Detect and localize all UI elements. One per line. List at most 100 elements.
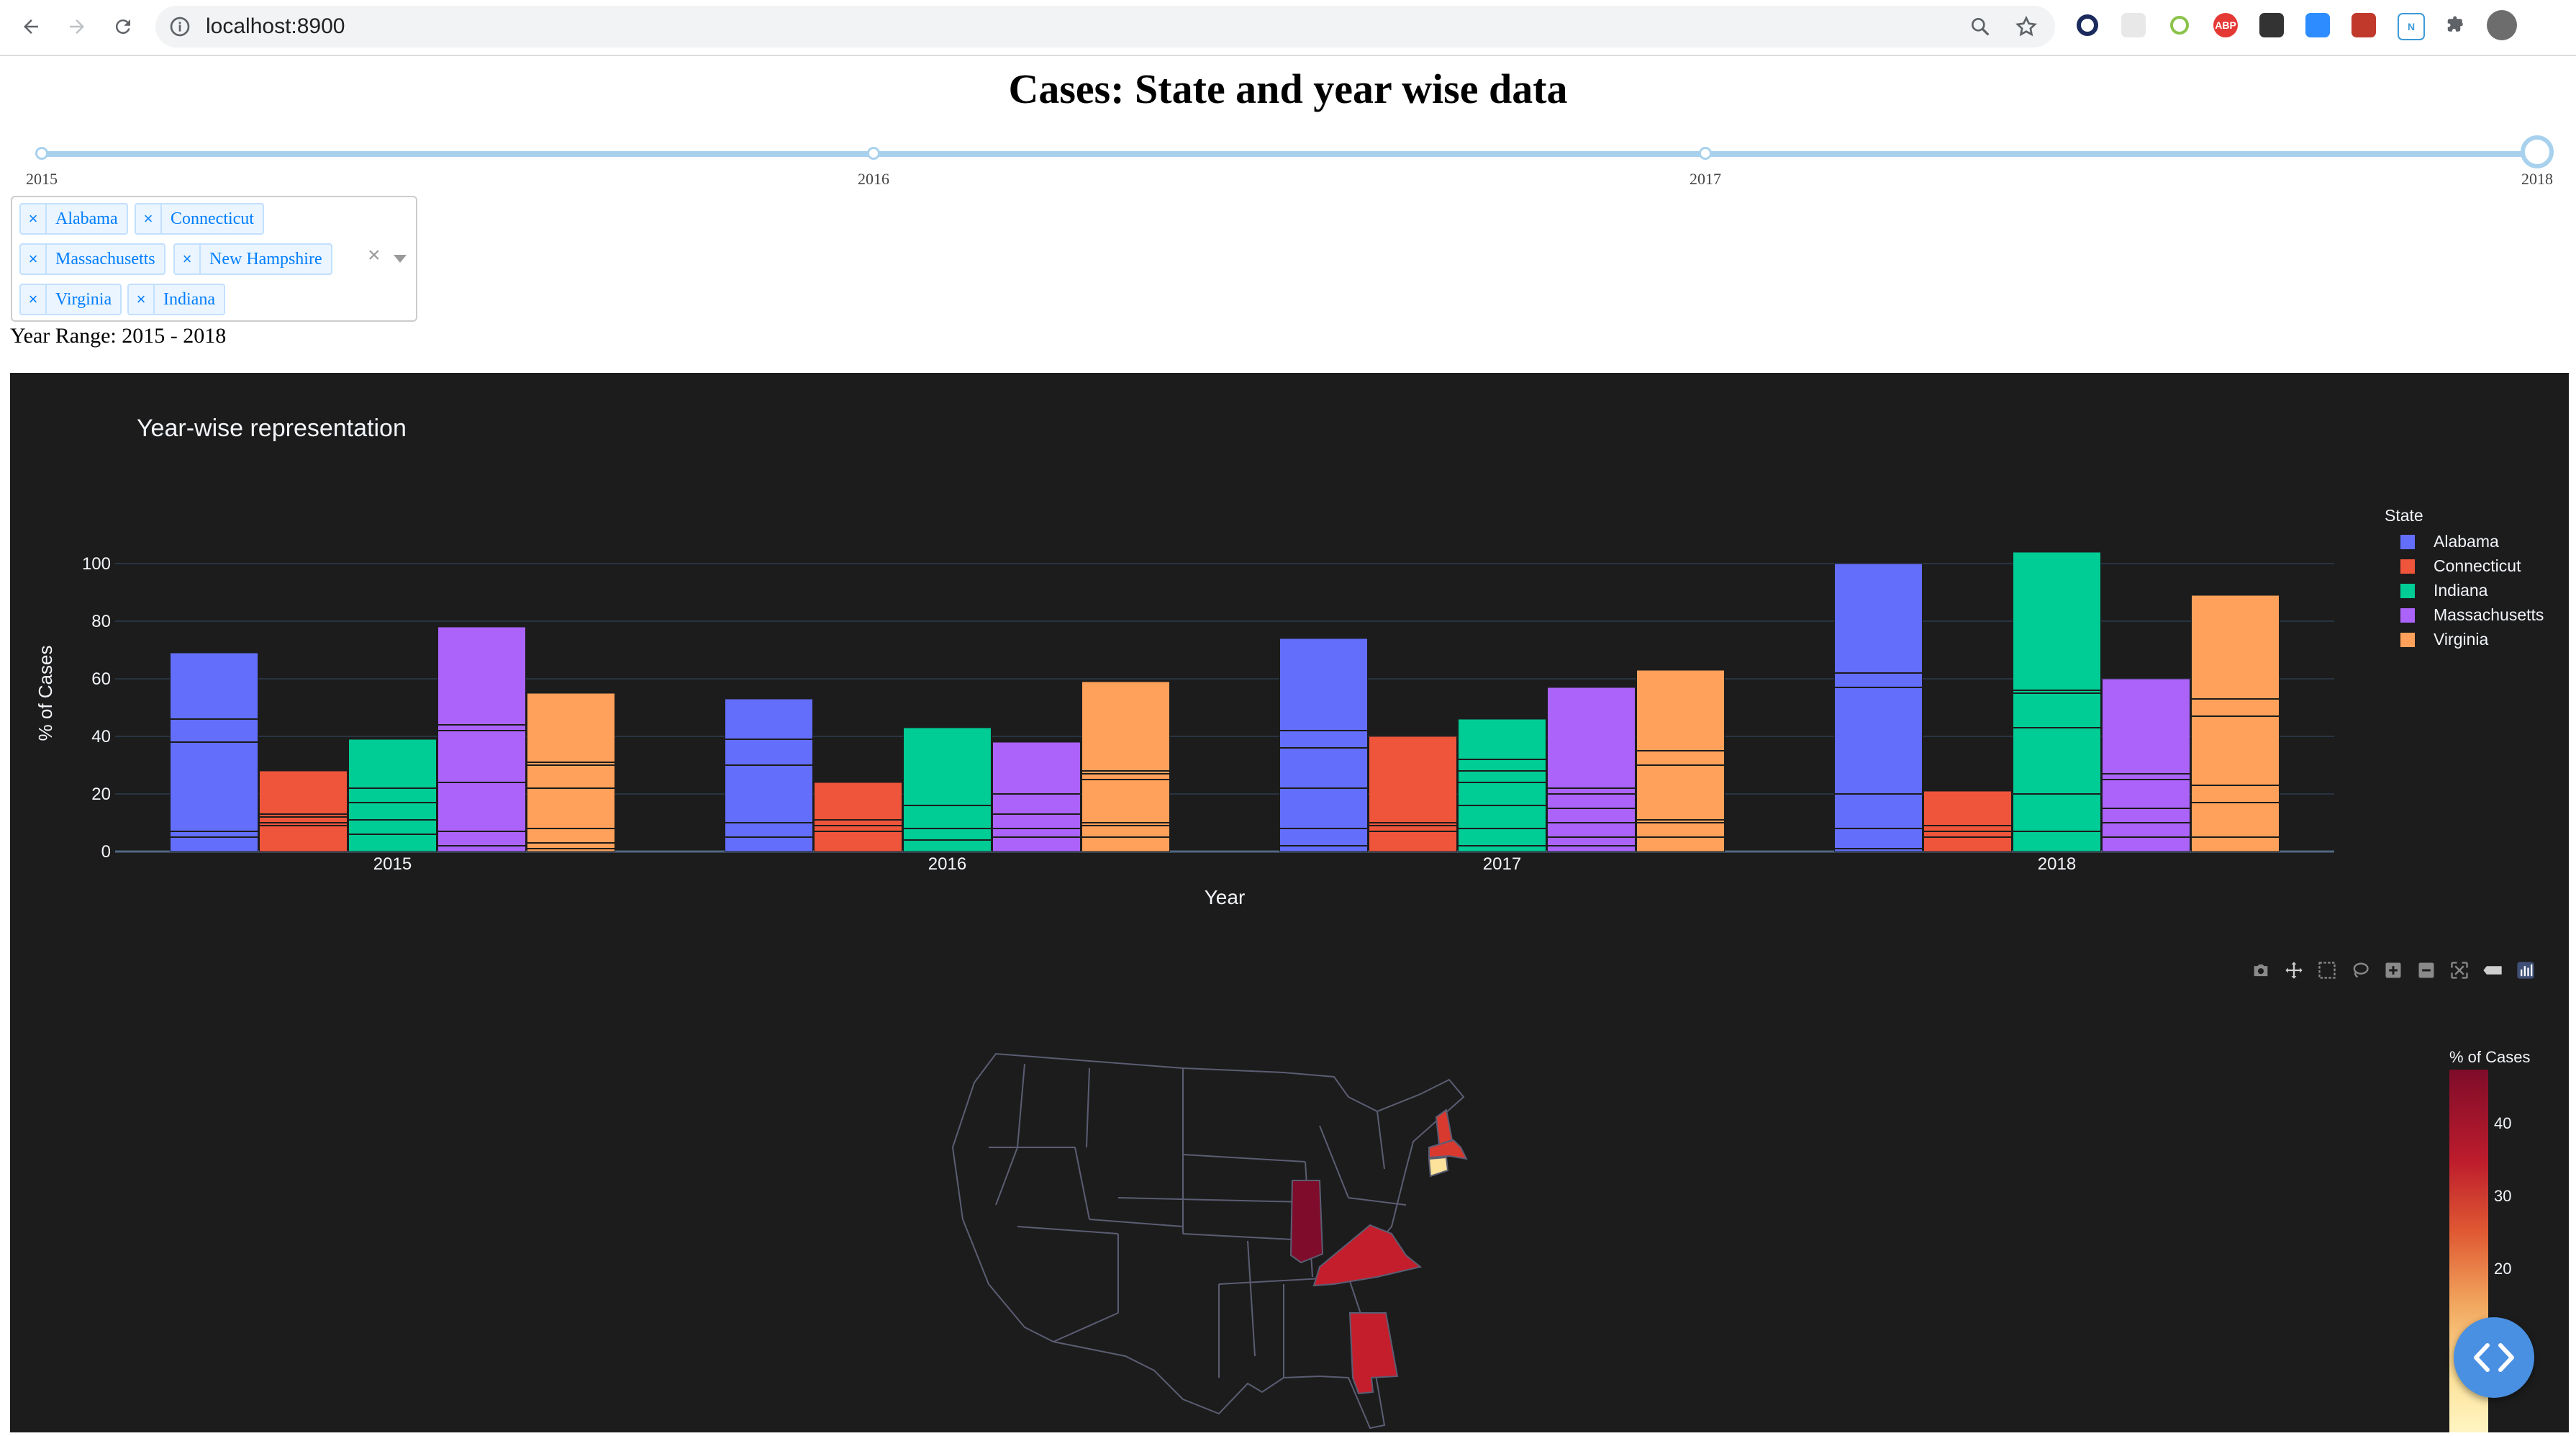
colorbar-tick: 20 xyxy=(2494,1260,2512,1278)
code-toggle-button[interactable] xyxy=(2454,1317,2534,1398)
note-icon[interactable] xyxy=(2121,13,2146,37)
y-axis-label: % of Cases xyxy=(35,646,56,741)
massachusetts-shape xyxy=(1428,1139,1468,1160)
x-tick-label: 2017 xyxy=(1483,854,1521,874)
bar xyxy=(259,770,348,852)
forward-arrow-icon[interactable] xyxy=(60,10,94,43)
camera-icon[interactable] xyxy=(2248,957,2274,983)
legend-swatch xyxy=(2400,584,2415,598)
state-tag: × New Hampshire xyxy=(173,243,332,275)
zoom-icon[interactable] xyxy=(2305,13,2330,37)
year-range-text: Year Range: 2015 - 2018 xyxy=(10,324,227,348)
x-tick-label: 2015 xyxy=(373,854,412,874)
bar xyxy=(2191,595,2280,852)
slider-mark: 2018 xyxy=(2521,170,2553,188)
remove-tag-icon[interactable]: × xyxy=(21,204,47,233)
legend-swatch xyxy=(2400,559,2415,574)
state-tag-label: Alabama xyxy=(55,209,118,228)
circle-extension-icon[interactable] xyxy=(2167,13,2192,37)
state-tag-label: Indiana xyxy=(163,289,215,309)
plot-modebar xyxy=(2248,957,2539,986)
slider-dot[interactable] xyxy=(1699,147,1712,160)
slider-rail[interactable] xyxy=(42,151,2539,157)
state-tag: × Alabama xyxy=(19,203,128,235)
slider-dot[interactable] xyxy=(867,147,880,160)
year-slider[interactable] xyxy=(35,135,2554,168)
pan-icon[interactable] xyxy=(2281,957,2307,983)
back-arrow-icon[interactable] xyxy=(14,10,47,43)
y-tick-label: 80 xyxy=(91,612,111,631)
state-tag-label: Massachusetts xyxy=(55,249,155,268)
reload-icon[interactable] xyxy=(106,10,140,43)
remove-tag-icon[interactable]: × xyxy=(21,245,47,274)
bar xyxy=(1458,718,1546,852)
remove-tag-icon[interactable]: × xyxy=(21,285,47,314)
slider-mark: 2016 xyxy=(858,170,889,188)
bar xyxy=(437,626,526,852)
state-multiselect[interactable]: × Alabama × Connecticut × Massachusetts × Ne… xyxy=(11,196,417,322)
page-title: Cases: State and year wise data xyxy=(1008,66,1568,112)
y-tick-label: 60 xyxy=(91,669,111,689)
y-tick-label: 40 xyxy=(91,727,111,746)
slider-mark: 2017 xyxy=(1690,170,1721,188)
virginia-shape xyxy=(1312,1224,1423,1287)
box-select-icon[interactable] xyxy=(2314,957,2340,983)
legend-swatch xyxy=(2400,535,2415,549)
dropdown-caret-icon[interactable] xyxy=(394,255,407,263)
graphs-panel: Year-wise representation 0 20 40 60 80 100 % of… xyxy=(10,373,2569,1432)
legend-item: Indiana xyxy=(2434,581,2488,600)
remove-tag-icon[interactable]: × xyxy=(175,245,201,274)
clear-all-icon[interactable]: × xyxy=(368,243,381,267)
bar-chart: Year-wise representation 0 20 40 60 80 100 % of… xyxy=(35,415,2544,908)
colorbar-tick: 40 xyxy=(2494,1114,2512,1132)
abp-icon[interactable]: ABP xyxy=(2213,13,2238,37)
zoom-in-icon[interactable] xyxy=(2380,957,2406,983)
notion-icon[interactable]: N xyxy=(2398,13,2425,40)
indiana-shape xyxy=(1289,1180,1324,1264)
info-icon[interactable] xyxy=(168,15,191,42)
state-tag-label: New Hampshire xyxy=(209,249,322,268)
remove-tag-icon[interactable]: × xyxy=(136,204,162,233)
legend-item: Connecticut xyxy=(2434,556,2521,575)
remove-tag-icon[interactable]: × xyxy=(129,285,155,314)
plotly-logo-icon[interactable] xyxy=(2513,957,2539,983)
bar xyxy=(1636,669,1725,852)
bar xyxy=(1547,687,1636,852)
legend-item: Virginia xyxy=(2434,630,2488,649)
legend-item: Alabama xyxy=(2434,532,2499,551)
y-tick-label: 100 xyxy=(82,554,111,574)
bar xyxy=(170,652,258,852)
address-bar[interactable]: localhost:8900 xyxy=(155,6,2055,48)
bar xyxy=(1923,790,2012,852)
bar xyxy=(1279,638,1368,852)
bar xyxy=(725,698,813,852)
x-tick-label: 2016 xyxy=(928,854,966,874)
slider-mark: 2015 xyxy=(26,170,58,188)
autoscale-icon[interactable] xyxy=(2446,957,2472,983)
state-tag: × Massachusetts xyxy=(19,243,165,275)
bar xyxy=(2013,551,2101,852)
qr-icon[interactable] xyxy=(2259,13,2284,37)
zoom-magnifier-icon[interactable] xyxy=(1969,15,1992,42)
legend-swatch xyxy=(2400,608,2415,623)
state-tag: × Connecticut xyxy=(135,203,264,235)
briefcase-icon[interactable] xyxy=(2351,13,2376,37)
lasso-icon[interactable] xyxy=(2347,957,2373,983)
y-tick-label: 0 xyxy=(101,842,111,862)
bar xyxy=(992,741,1081,852)
x-tick-label: 2018 xyxy=(2038,854,2076,874)
zoom-out-icon[interactable] xyxy=(2413,957,2439,983)
profile-avatar[interactable] xyxy=(2487,10,2517,40)
state-tag-label: Virginia xyxy=(55,289,112,309)
alabama-shape xyxy=(1348,1312,1399,1395)
bookmark-star-icon[interactable] xyxy=(2015,15,2038,42)
usa-choropleth-map[interactable] xyxy=(945,1039,1593,1432)
puzzle-icon[interactable] xyxy=(2444,13,2468,37)
colorbar-title: % of Cases xyxy=(2449,1048,2531,1066)
reset-axes-icon[interactable] xyxy=(2480,957,2505,983)
bar xyxy=(903,727,992,852)
chart-title: Year-wise representation xyxy=(137,415,407,442)
opera-icon[interactable] xyxy=(2075,13,2100,37)
slider-handle[interactable] xyxy=(2521,135,2554,168)
slider-dot[interactable] xyxy=(35,147,48,160)
